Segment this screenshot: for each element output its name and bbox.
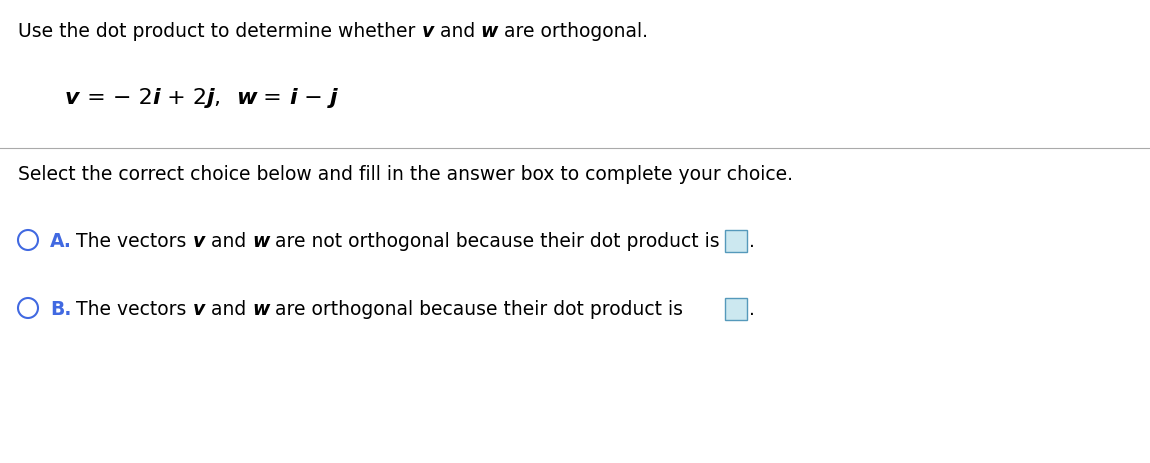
Text: = − 2: = − 2 xyxy=(79,88,152,108)
Text: v: v xyxy=(192,232,205,251)
Text: j: j xyxy=(207,88,215,108)
Text: w: w xyxy=(252,300,269,319)
Text: v: v xyxy=(66,88,79,108)
Text: v: v xyxy=(192,300,205,319)
Text: and: and xyxy=(205,232,252,251)
Text: are orthogonal.: are orthogonal. xyxy=(498,22,649,41)
Text: .: . xyxy=(749,300,754,319)
Text: .: . xyxy=(749,232,754,251)
Text: The vectors: The vectors xyxy=(76,232,192,251)
Text: A.: A. xyxy=(49,232,71,251)
Text: w: w xyxy=(481,22,498,41)
Text: v: v xyxy=(421,22,434,41)
Text: are not orthogonal because their dot product is: are not orthogonal because their dot pro… xyxy=(269,232,720,251)
Text: The vectors: The vectors xyxy=(76,300,192,319)
FancyBboxPatch shape xyxy=(724,298,746,320)
FancyBboxPatch shape xyxy=(724,230,746,252)
Text: =: = xyxy=(256,88,289,108)
Text: and: and xyxy=(205,300,252,319)
Text: ,: , xyxy=(215,88,236,108)
Text: i: i xyxy=(289,88,297,108)
Text: Select the correct choice below and fill in the answer box to complete your choi: Select the correct choice below and fill… xyxy=(18,165,793,184)
Text: and: and xyxy=(434,22,481,41)
Text: j: j xyxy=(330,88,337,108)
Text: B.: B. xyxy=(49,300,71,319)
Text: i: i xyxy=(152,88,160,108)
Text: w: w xyxy=(252,232,269,251)
Text: w: w xyxy=(236,88,256,108)
Text: + 2: + 2 xyxy=(160,88,207,108)
Text: are orthogonal because their dot product is: are orthogonal because their dot product… xyxy=(269,300,683,319)
Text: −: − xyxy=(297,88,330,108)
Text: Use the dot product to determine whether: Use the dot product to determine whether xyxy=(18,22,421,41)
